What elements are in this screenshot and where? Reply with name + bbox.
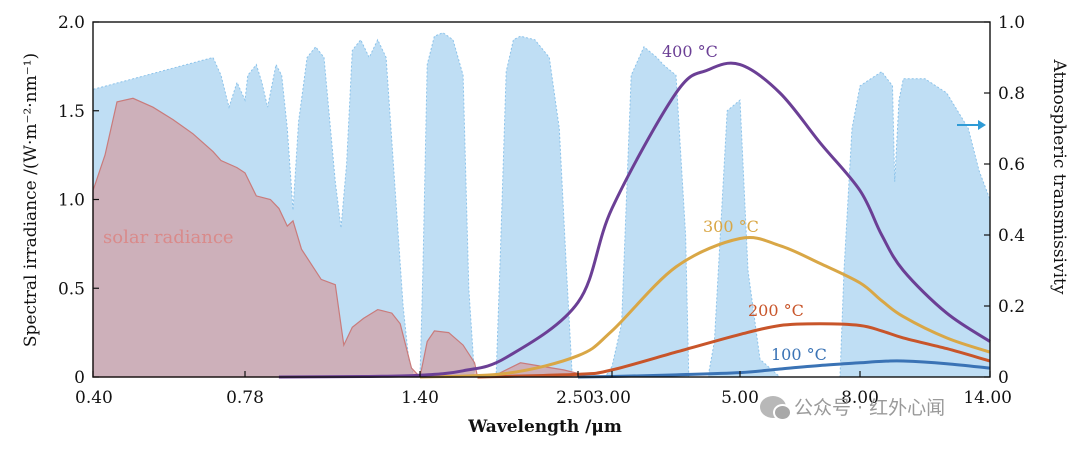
y-left-tick-label: 1.5	[58, 102, 85, 122]
x-tick-label: 1.40	[401, 388, 439, 408]
watermark-text: 公众号 · 红外心闻	[794, 397, 946, 419]
y-right-tick-label: 1.0	[998, 13, 1025, 33]
x-tick-label: 14.00	[963, 388, 1012, 408]
label-solarradiance: solar radiance	[103, 227, 234, 248]
wechat-icon	[760, 395, 792, 421]
y-right-tick-label: 0	[998, 368, 1009, 388]
y-right-tick-label: 0.6	[998, 155, 1025, 175]
arrow-right-icon	[978, 119, 986, 130]
x-tick-label: 2.50	[556, 388, 594, 408]
label-400c: 400 °C	[662, 42, 718, 61]
curve-100c	[577, 359, 991, 379]
y-left-tick-label: 0.5	[58, 279, 85, 299]
y-right-tick-label: 0.8	[998, 84, 1025, 104]
x-tick-label: 5.00	[721, 388, 759, 408]
curve-300c	[419, 236, 991, 379]
y-axis-right-title: Atmospheric transmissivity	[1049, 59, 1069, 295]
x-tick-label: 3.00	[593, 388, 631, 408]
x-tick-label: 0.40	[75, 388, 113, 408]
y-axis-left-title: Spectral irradiance /(W·m⁻²·nm⁻¹)	[21, 53, 41, 347]
y-left-tick-label: 2.0	[58, 13, 85, 33]
x-tick-label: 0.78	[226, 388, 264, 408]
curve-labels: solar radiance 400 °C 300 °C 200 °C 100 °C	[103, 42, 827, 364]
axis-ticks: 0.40 0.78 1.40 2.50 3.00 5.00 8.00 14.0000.51.0…	[58, 13, 1025, 408]
y-right-tick-label: 0.2	[998, 297, 1025, 317]
curve-400c	[278, 61, 991, 379]
x-axis-title: Wavelength /μm	[467, 417, 622, 437]
label-100c: 100 °C	[771, 345, 827, 364]
y-left-tick-label: 0	[74, 368, 85, 388]
label-200c: 200 °C	[748, 301, 804, 320]
y-right-tick-label: 0.4	[998, 226, 1025, 246]
temperature-curves	[278, 61, 991, 379]
label-300c: 300 °C	[703, 217, 759, 236]
x-tick-label: 8.00	[841, 388, 879, 408]
curve-200c	[477, 322, 991, 379]
watermark: 公众号 · 红外心闻	[760, 393, 946, 421]
y-left-tick-label: 1.0	[58, 191, 85, 211]
